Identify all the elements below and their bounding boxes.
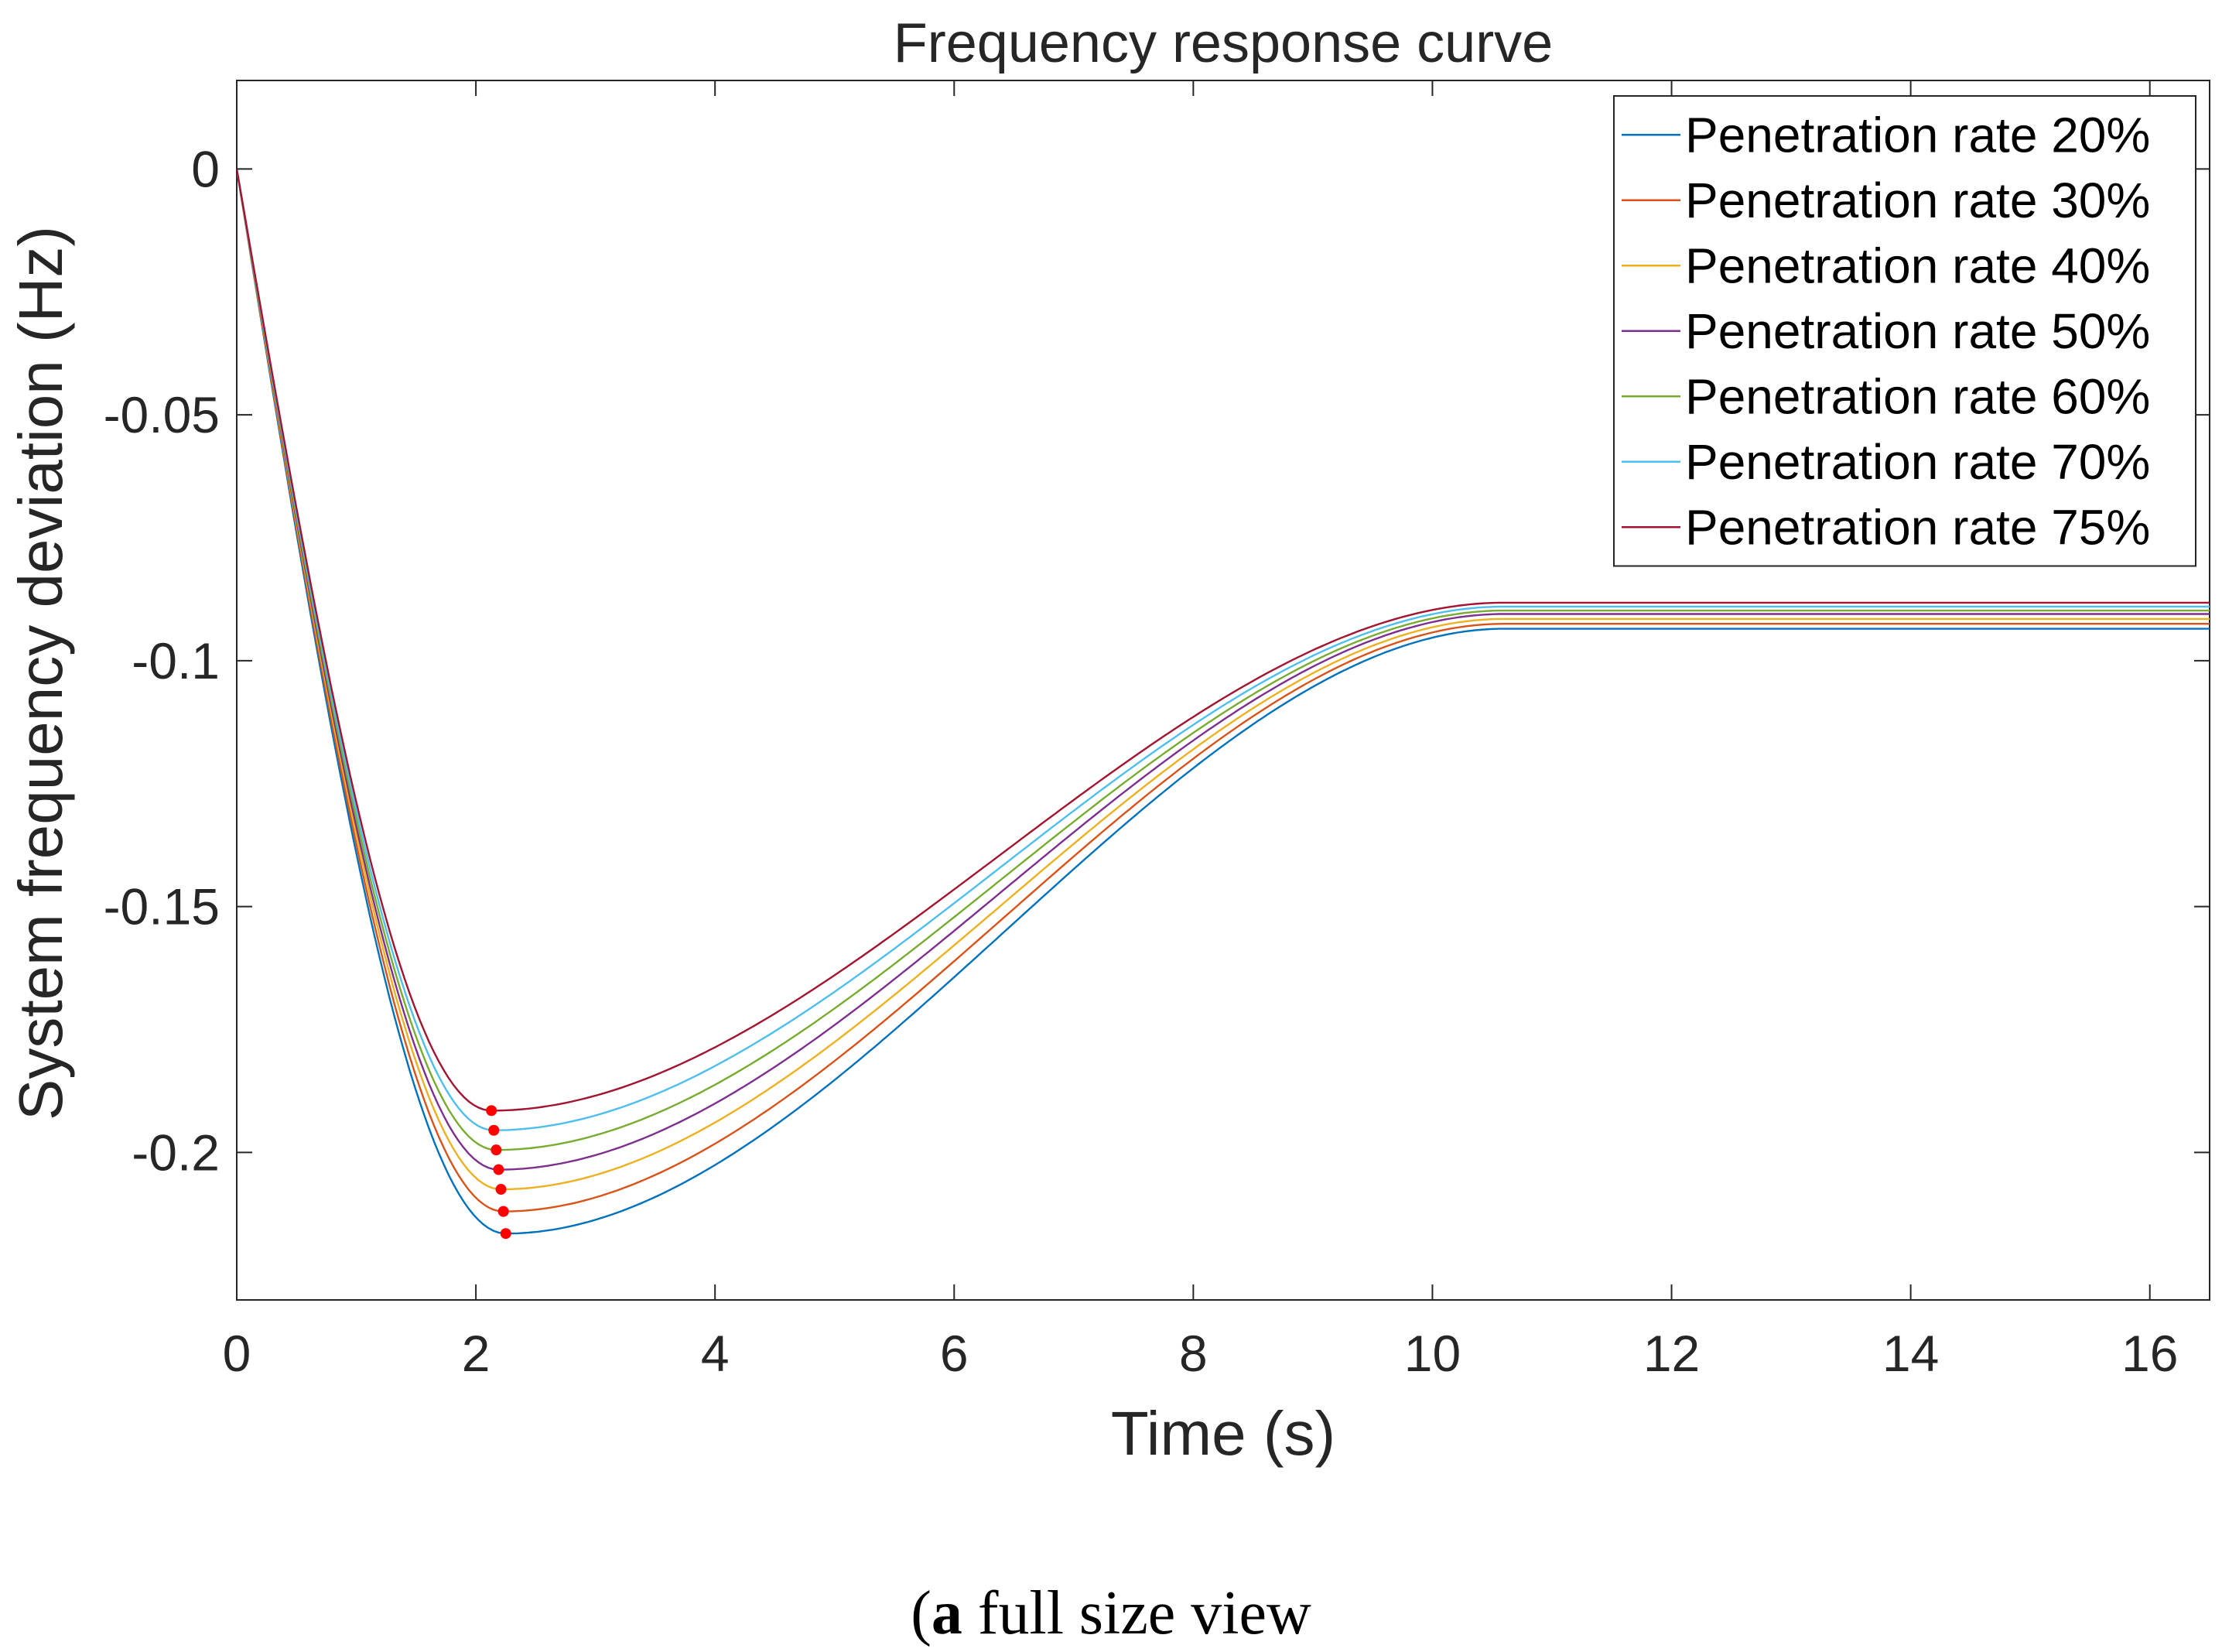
x-tick-label: 2 [462,1325,491,1382]
x-tick-label: 8 [1179,1325,1208,1382]
y-tick-label: -0.2 [132,1124,220,1181]
x-ticks: 0 2 4 6 8 10 12 14 16 [223,80,2178,1382]
x-tick-label: 6 [940,1325,969,1382]
x-tick-label: 0 [223,1325,251,1382]
x-tick-label: 12 [1643,1325,1700,1382]
figure-caption: (a full size view [911,1579,1311,1647]
y-axis-label: System frequency deviation (Hz) [6,226,75,1120]
nadir-marker [491,1144,502,1156]
legend-entry: Penetration rate 20% [1685,107,2150,162]
y-tick-label: -0.15 [104,878,220,935]
series-line [237,169,2210,1112]
legend-entry: Penetration rate 60% [1685,368,2150,424]
series-line [237,169,2210,1235]
series-line [237,169,2210,1151]
legend-entry: Penetration rate 50% [1685,303,2150,359]
nadir-marker [493,1164,504,1175]
y-tick-label: 0 [191,140,220,197]
series-line [237,169,2210,1191]
nadir-marker [497,1206,509,1217]
axes-frame [236,80,2210,1301]
nadir-marker [495,1184,507,1195]
series-line [237,169,2210,1171]
legend-entry: Penetration rate 40% [1685,238,2150,293]
x-tick-label: 14 [1882,1325,1939,1382]
caption-text: full size view [962,1579,1311,1647]
nadir-markers [486,1105,511,1240]
y-tick-label: -0.1 [132,632,220,689]
series-line [237,169,2210,1212]
x-axis-label: Time (s) [1111,1399,1335,1468]
legend-box [1613,95,2196,567]
chart-title: Frequency response curve [894,12,1553,74]
legend: Penetration rate 20% Penetration rate 30%… [1613,95,2196,567]
legend-entry: Penetration rate 75% [1685,499,2150,555]
plot-frame [236,80,2210,1301]
x-tick-label: 16 [2121,1325,2178,1382]
legend-entry: Penetration rate 70% [1685,434,2150,490]
nadir-marker [488,1124,500,1136]
legend-entry: Penetration rate 30% [1685,173,2150,228]
nadir-marker [486,1105,497,1117]
series-lines [237,169,2210,1235]
caption-label: a [931,1579,962,1647]
nadir-marker [500,1228,511,1240]
x-tick-label: 10 [1404,1325,1461,1382]
y-tick-label: -0.05 [104,386,220,443]
series-line [237,169,2210,1131]
x-tick-label: 4 [701,1325,730,1382]
y-ticks: 0 -0.05 -0.1 -0.15 -0.2 [104,140,2210,1181]
